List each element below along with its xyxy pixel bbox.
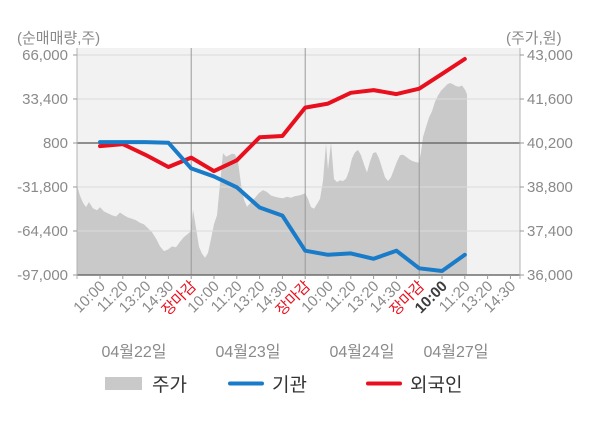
right-axis-unit-title: (주가,원) [506,30,562,47]
right-axis-tick-label: 41,600 [527,91,573,108]
day-group-label: 04월27일 [423,343,488,361]
day-group-label: 04월24일 [329,343,394,361]
left-axis-tick-label: 800 [43,135,68,152]
legend-area-swatch [105,377,142,390]
left-axis-tick-label: -97,000 [17,267,68,284]
legend-label: 기관 [272,374,307,396]
day-group-label: 04월23일 [215,343,280,361]
left-axis-tick-label: 33,400 [22,91,68,108]
legend-label: 주가 [152,374,187,396]
right-axis-tick-label: 36,000 [527,267,573,284]
right-axis-tick-label: 40,200 [527,135,573,152]
right-axis-tick-label: 43,000 [527,47,573,64]
left-axis-tick-label: -64,400 [17,223,68,240]
right-axis-tick-label: 38,800 [527,179,573,196]
left-axis-tick-label: 66,000 [22,47,68,64]
left-axis-tick-label: -31,800 [17,179,68,196]
day-group-label: 04월22일 [101,343,166,361]
foreigner-line-series [98,57,467,174]
legend-label: 외국인 [410,374,462,396]
right-axis-tick-label: 37,400 [527,223,573,240]
price-area-series [77,83,467,275]
institution-line-series [98,140,467,273]
left-axis-unit-title: (순매매량,주) [17,30,101,47]
